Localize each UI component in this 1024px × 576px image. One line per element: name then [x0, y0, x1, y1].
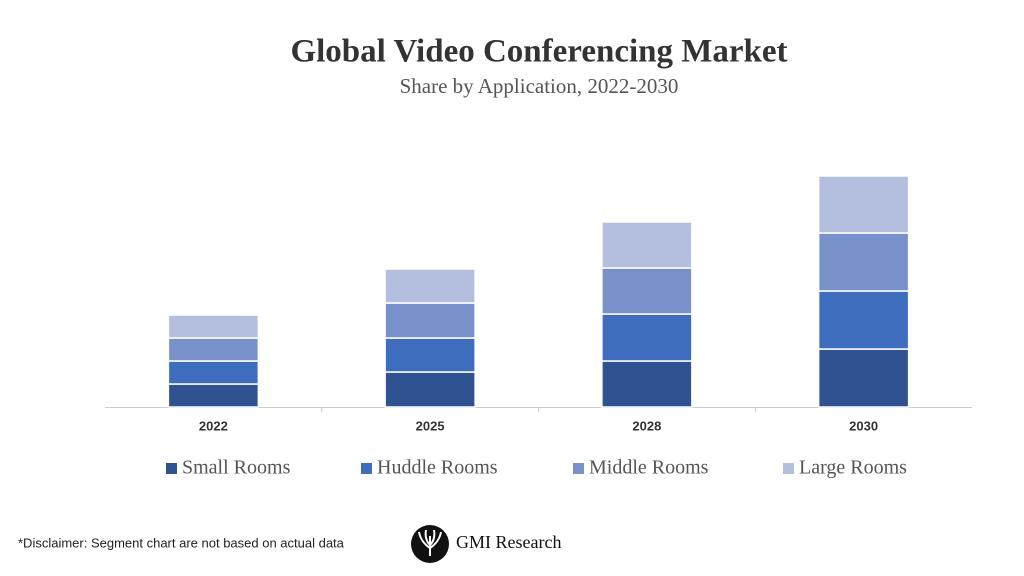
- disclaimer: *Disclaimer: Segment chart are not based…: [18, 535, 345, 550]
- bar-segment: [167, 383, 260, 408]
- bar-segment: [601, 360, 693, 408]
- legend-label: Huddle Rooms: [377, 457, 498, 479]
- x-tick-label: 2030: [849, 418, 878, 433]
- bar-segment: [601, 267, 693, 315]
- bar-segment: [601, 221, 693, 269]
- chart-subtitle: Share by Application, 2022-2030: [400, 74, 679, 98]
- legend-swatch: [166, 463, 177, 474]
- bar-segment: [817, 348, 910, 408]
- legend-label: Small Rooms: [182, 457, 291, 479]
- bar-segment: [167, 337, 260, 362]
- bar-segment: [167, 314, 260, 339]
- logo-icon: [418, 529, 442, 556]
- bar-segment: [601, 313, 693, 362]
- legend-swatch: [783, 463, 794, 474]
- bar-segment: [384, 302, 476, 339]
- x-tick-label: 2028: [632, 418, 661, 433]
- logo: [411, 525, 449, 563]
- legend-label: Middle Rooms: [589, 457, 709, 479]
- bar-segment: [384, 337, 476, 373]
- legend-swatch: [361, 463, 372, 474]
- bar-segment: [817, 175, 910, 234]
- bar-segment: [817, 232, 910, 292]
- legend-label: Large Rooms: [799, 457, 907, 479]
- legend-swatch: [573, 463, 584, 474]
- bar-segment: [167, 360, 260, 385]
- x-tick-label: 2022: [199, 418, 228, 433]
- brand: GMI Research: [456, 532, 561, 552]
- bar-segment: [384, 371, 476, 408]
- x-tick-label: 2025: [416, 418, 445, 433]
- chart-title: Global Video Conferencing Market: [290, 34, 787, 70]
- bar-segment: [817, 290, 910, 350]
- bar-segment: [384, 268, 476, 304]
